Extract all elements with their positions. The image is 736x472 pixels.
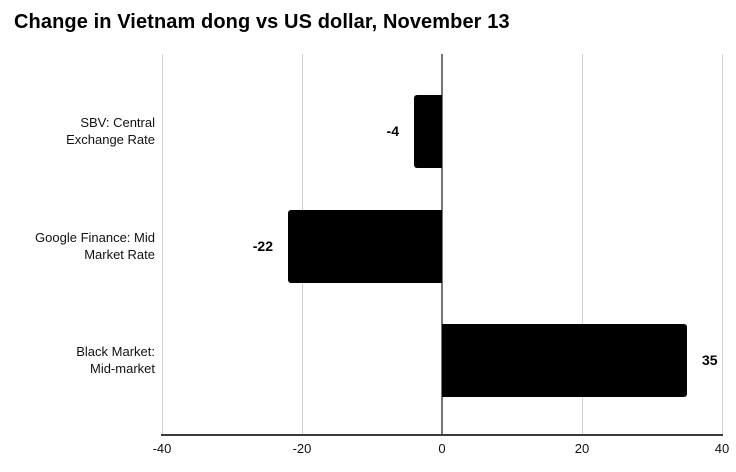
bar bbox=[288, 209, 442, 283]
gridline bbox=[161, 54, 163, 434]
x-tick-label: -40 bbox=[152, 441, 172, 456]
gridline bbox=[581, 54, 583, 434]
x-tick-label: -20 bbox=[292, 441, 312, 456]
bar bbox=[442, 323, 687, 397]
zero-gridline bbox=[441, 54, 443, 434]
chart-title: Change in Vietnam dong vs US dollar, Nov… bbox=[14, 11, 510, 33]
category-label: Google Finance: Mid Market Rate bbox=[35, 230, 155, 262]
value-label: 35 bbox=[702, 352, 718, 368]
x-tick-label: 0 bbox=[438, 441, 446, 456]
value-label: -4 bbox=[386, 123, 399, 139]
category-label: Black Market: Mid-market bbox=[76, 344, 155, 376]
category-label: SBV: Central Exchange Rate bbox=[66, 115, 155, 147]
x-tick-label: 40 bbox=[714, 441, 730, 456]
bar bbox=[414, 94, 442, 168]
gridline bbox=[721, 54, 723, 434]
x-axis-line bbox=[161, 434, 723, 436]
x-tick-label: 20 bbox=[574, 441, 590, 456]
value-label: -22 bbox=[252, 238, 273, 254]
